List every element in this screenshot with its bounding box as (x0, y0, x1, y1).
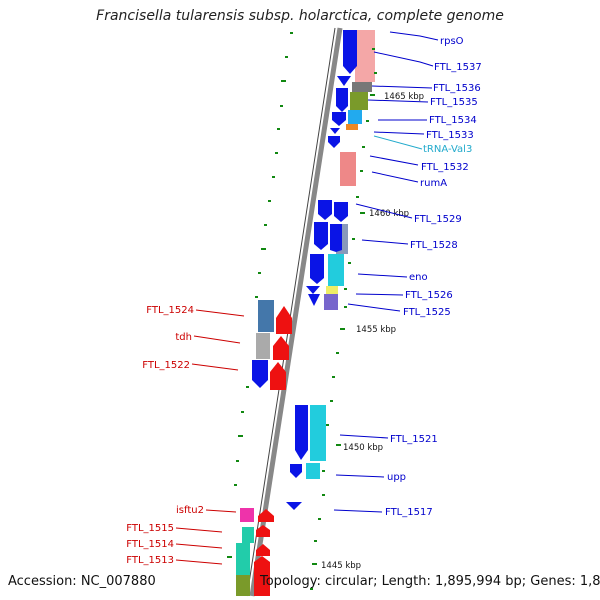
gene-label-rpso: rpsO (440, 36, 464, 47)
scale-label: 1445 kbp (321, 561, 361, 571)
gene-label-ftl-1515: FTL_1515 (126, 523, 174, 534)
reverse-gene-labels: FTL_1524 tdh FTL_1522 isftu2 FTL_1515 FT… (126, 305, 204, 566)
gene-label-upp: upp (387, 472, 406, 483)
gene-label-ftl-1534: FTL_1534 (429, 115, 477, 126)
gene-label-ftl-1529: FTL_1529 (414, 214, 462, 225)
gene-label-ftl-1532: FTL_1532 (421, 162, 469, 173)
gene-label-ftl-1537: FTL_1537 (434, 62, 482, 73)
gene-label-ftl-1528: FTL_1528 (410, 240, 458, 251)
scale-label: 1455 kbp (356, 325, 396, 335)
trna-leader-line (373, 135, 423, 150)
gene-label-ftl-1526: FTL_1526 (405, 290, 453, 301)
gene-label-ftl-1513: FTL_1513 (126, 555, 174, 566)
gene-label-ftl-1524: FTL_1524 (146, 305, 194, 316)
gene-label-ftl-1522: FTL_1522 (142, 360, 190, 371)
gene-label-ruma: rumA (420, 178, 447, 189)
gene-label-trna-val3: tRNA-Val3 (423, 144, 472, 155)
reverse-cds-glyphs (254, 306, 292, 596)
gene-label-isftu2: isftu2 (176, 505, 204, 516)
reverse-leader-lines (175, 309, 245, 565)
gene-label-tdh: tdh (175, 332, 192, 343)
gene-label-ftl-1517: FTL_1517 (385, 507, 433, 518)
gene-label-ftl-1521: FTL_1521 (390, 434, 438, 445)
forward-leader-lines (333, 31, 439, 513)
gene-label-ftl-1525: FTL_1525 (403, 307, 451, 318)
genome-backbone-edge (246, 27, 336, 597)
genome-title: Francisella tularensis subsp. holarctica… (96, 8, 504, 24)
gene-label-ftl-1536: FTL_1536 (433, 83, 481, 94)
scale-label: 1465 kbp (384, 92, 424, 102)
genome-backbone (249, 27, 343, 597)
gene-label-ftl-1535: FTL_1535 (430, 97, 478, 108)
topology-text: Topology: circular; Length: 1,895,994 bp… (260, 574, 600, 589)
scale-label: 1450 kbp (343, 443, 383, 453)
gene-label-eno: eno (409, 272, 428, 283)
gene-label-ftl-1533: FTL_1533 (426, 130, 474, 141)
position-ticks (227, 32, 377, 590)
gene-label-ftl-1514: FTL_1514 (126, 539, 174, 550)
forward-cds-glyphs (252, 30, 357, 510)
scale-label: 1460 kbp (369, 209, 409, 219)
accession-text: Accession: NC_007880 (8, 574, 156, 589)
forward-gene-labels: rpsO FTL_1537 FTL_1536 FTL_1535 FTL_1534… (385, 36, 482, 518)
